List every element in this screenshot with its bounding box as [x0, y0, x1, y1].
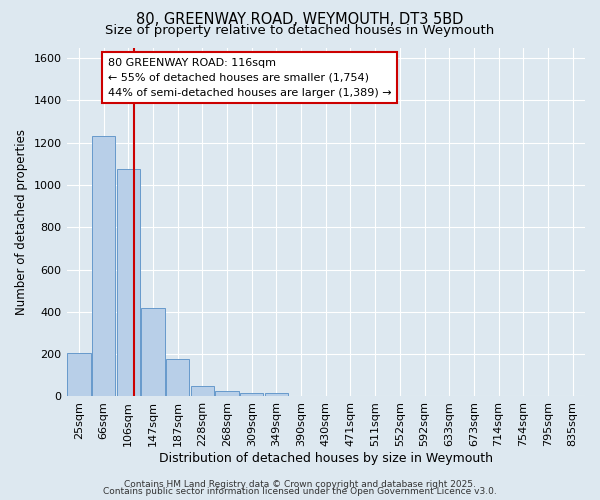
- Y-axis label: Number of detached properties: Number of detached properties: [15, 129, 28, 315]
- Text: Contains HM Land Registry data © Crown copyright and database right 2025.: Contains HM Land Registry data © Crown c…: [124, 480, 476, 489]
- Bar: [265, 394, 288, 396]
- Bar: [116, 169, 140, 396]
- Text: 80, GREENWAY ROAD, WEYMOUTH, DT3 5BD: 80, GREENWAY ROAD, WEYMOUTH, DT3 5BD: [136, 12, 464, 28]
- Bar: [141, 308, 164, 396]
- Bar: [240, 394, 263, 396]
- Text: Contains public sector information licensed under the Open Government Licence v3: Contains public sector information licen…: [103, 488, 497, 496]
- Bar: [166, 360, 190, 397]
- X-axis label: Distribution of detached houses by size in Weymouth: Distribution of detached houses by size …: [159, 452, 493, 465]
- Text: Size of property relative to detached houses in Weymouth: Size of property relative to detached ho…: [106, 24, 494, 37]
- Bar: [67, 353, 91, 397]
- Text: 80 GREENWAY ROAD: 116sqm
← 55% of detached houses are smaller (1,754)
44% of sem: 80 GREENWAY ROAD: 116sqm ← 55% of detach…: [108, 58, 392, 98]
- Bar: [92, 136, 115, 396]
- Bar: [191, 386, 214, 396]
- Bar: [215, 390, 239, 396]
